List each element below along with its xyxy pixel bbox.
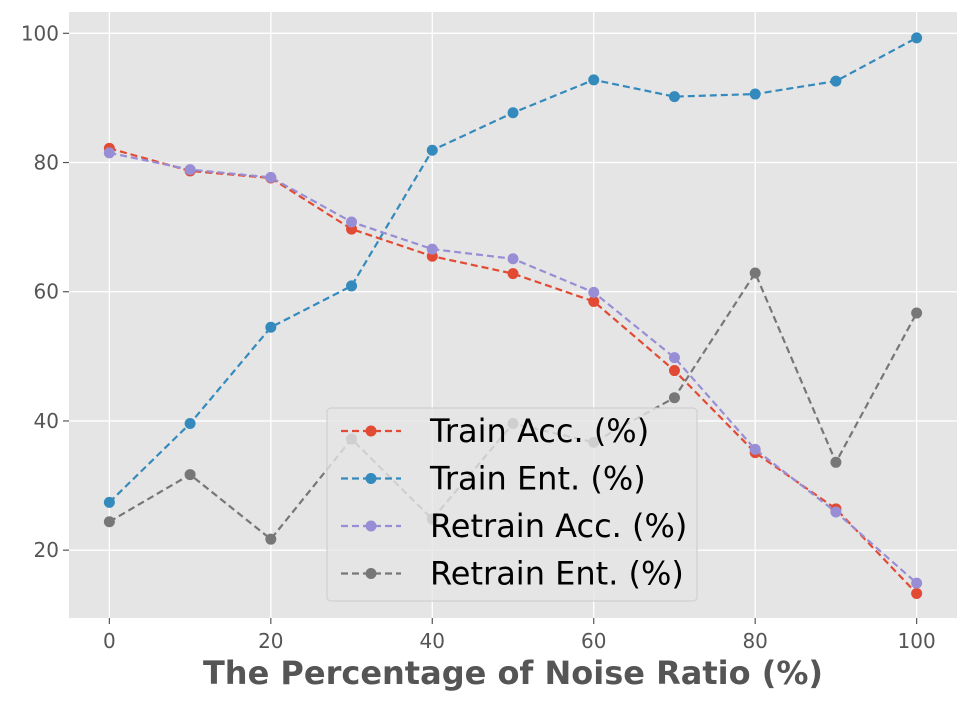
data-point-retrain-acc	[830, 506, 842, 518]
data-point-retrain-ent	[103, 516, 115, 528]
data-point-train-ent	[346, 280, 358, 292]
legend-box	[326, 407, 698, 602]
data-point-retrain-acc	[911, 577, 923, 589]
y-tick-label: 80	[34, 151, 59, 175]
data-point-retrain-acc	[346, 216, 358, 228]
legend-label: Retrain Acc. (%)	[430, 507, 687, 545]
legend-item-train-acc: Train Acc. (%)	[341, 412, 649, 450]
legend-swatch-marker	[365, 568, 377, 579]
series-retrain-acc	[103, 147, 923, 589]
data-point-train-ent	[830, 75, 842, 87]
data-point-train-ent	[668, 91, 680, 103]
data-point-train-ent	[749, 88, 761, 100]
x-tick-label: 100	[898, 629, 936, 653]
x-axis-ticks: 0 20 40 60 80 100	[103, 618, 936, 653]
legend-label: Retrain Ent. (%)	[430, 555, 684, 593]
legend-swatch-marker	[365, 520, 377, 532]
data-point-retrain-ent	[830, 456, 842, 468]
legend-item-retrain-ent: Retrain Ent. (%)	[341, 555, 684, 593]
data-point-train-ent	[265, 321, 277, 333]
data-point-retrain-ent	[749, 267, 761, 279]
data-point-retrain-acc	[265, 171, 277, 183]
x-axis-title: The Percentage of Noise Ratio (%)	[203, 654, 823, 692]
x-tick-label: 40	[420, 629, 445, 653]
legend-swatch-marker	[365, 425, 377, 437]
data-point-train-acc	[588, 295, 600, 307]
data-point-train-ent	[184, 418, 196, 430]
data-point-retrain-ent	[668, 392, 680, 404]
y-tick-label: 100	[21, 21, 59, 45]
x-tick-label: 80	[742, 629, 767, 653]
data-point-retrain-acc	[749, 443, 761, 455]
x-tick-label: 60	[581, 629, 606, 653]
legend-item-retrain-acc: Retrain Acc. (%)	[341, 507, 687, 545]
data-point-retrain-ent	[265, 533, 277, 545]
data-point-train-acc	[668, 365, 680, 377]
data-point-retrain-acc	[507, 253, 519, 265]
data-point-retrain-acc	[588, 286, 600, 298]
y-tick-label: 20	[34, 538, 59, 562]
y-tick-label: 40	[34, 409, 59, 433]
y-axis-ticks: 20 40 60 80 100	[21, 21, 69, 562]
x-tick-label: 20	[258, 629, 283, 653]
data-point-retrain-acc	[426, 243, 438, 255]
data-point-train-ent	[103, 496, 115, 508]
series-train-ent	[103, 32, 923, 508]
data-point-retrain-ent	[911, 307, 923, 319]
legend-label: Train Ent. (%)	[429, 460, 646, 498]
x-tick-label: 0	[103, 629, 116, 653]
data-point-train-ent	[911, 32, 923, 44]
data-point-retrain-acc	[184, 164, 196, 176]
data-point-retrain-acc	[103, 147, 115, 159]
legend: Train Acc. (%) Train Ent. (%) Retrain Acc.…	[326, 407, 698, 602]
grid-lines	[69, 12, 957, 618]
data-point-retrain-acc	[668, 352, 680, 364]
y-tick-label: 60	[34, 280, 59, 304]
data-point-train-ent	[426, 144, 438, 156]
legend-swatch-marker	[365, 473, 377, 484]
data-point-retrain-ent	[184, 469, 196, 481]
legend-item-train-ent: Train Ent. (%)	[341, 460, 646, 498]
data-point-train-ent	[588, 74, 600, 86]
data-point-train-acc	[507, 268, 519, 280]
data-point-train-acc	[911, 587, 923, 599]
data-point-train-ent	[507, 107, 519, 119]
legend-label: Train Acc. (%)	[429, 412, 649, 450]
